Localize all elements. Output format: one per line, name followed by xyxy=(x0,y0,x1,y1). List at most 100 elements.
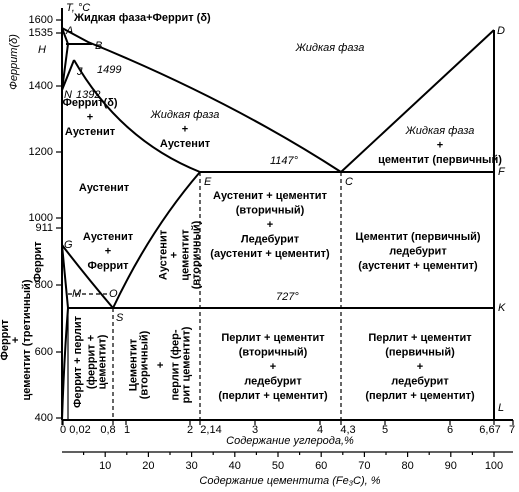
point-label: A xyxy=(65,25,73,37)
x2-tick-label: 60 xyxy=(315,460,327,472)
region-label: Феррит + перлит xyxy=(72,315,84,408)
region-text: + xyxy=(155,362,167,368)
region-text: + xyxy=(105,245,111,257)
region-label: Аустенит xyxy=(79,182,130,194)
temperature-label: 1392 xyxy=(76,89,100,101)
x-tick-label: 5 xyxy=(382,424,388,436)
region-text: Перлит + цементит xyxy=(221,332,325,344)
region-text: + xyxy=(437,139,443,151)
point-label: K xyxy=(498,302,506,314)
region-text: (вторичный) xyxy=(236,204,305,216)
region-label: Феррит(δ) + Аустенит xyxy=(62,97,117,138)
region-text: Феррит xyxy=(87,260,129,272)
x-tick-label: 0,8 xyxy=(100,424,115,436)
x2-tick-label: 20 xyxy=(142,460,154,472)
y-tick-label: 1600 xyxy=(29,14,53,26)
point-label: N xyxy=(64,89,72,101)
point-label: F xyxy=(498,166,506,178)
x-tick-label: 2 xyxy=(187,424,193,436)
x2-tick-label: 40 xyxy=(229,460,241,472)
point-label: D xyxy=(497,25,505,37)
point-label: G xyxy=(64,239,73,251)
point-label: L xyxy=(498,402,504,414)
x-tick-label: 0 xyxy=(60,424,66,436)
region-label: + xyxy=(155,362,167,368)
region-text: цементит (первичный) xyxy=(378,154,502,166)
region-text: цементит) xyxy=(96,334,108,389)
region-label: Феррит xyxy=(32,241,44,283)
region-text: Жидкая фаза+Феррит (δ) xyxy=(73,12,211,24)
region-text: + xyxy=(182,123,188,135)
region-text: (перлит + цементит) xyxy=(365,390,475,402)
y-tick-label: 800 xyxy=(35,279,53,291)
region-text: Ледебурит xyxy=(241,233,300,245)
region-text: Жидкая фаза xyxy=(150,109,220,121)
region-text: перлит (фер- xyxy=(169,329,181,400)
region-text: Жидкая фаза xyxy=(295,42,365,54)
region-text: + xyxy=(270,361,276,373)
region-text: цементит xyxy=(179,229,191,281)
region-label: Перлит + цементит (вторичный) + ледебурит (п… xyxy=(218,332,328,402)
region-text: + xyxy=(87,111,93,123)
region-text: Аустенит xyxy=(65,126,116,138)
region-text: Аустенит xyxy=(160,138,211,150)
x-tick-label: 1 xyxy=(124,424,130,436)
point-label: E xyxy=(204,176,212,188)
region-text: Перлит + цементит xyxy=(368,332,472,344)
region-label: Жидкая фаза + Аустенит xyxy=(150,109,220,150)
region-text: (перлит + цементит) xyxy=(218,390,328,402)
region-text: (аустенит + цементит) xyxy=(358,260,478,272)
point-label: M xyxy=(72,288,82,300)
region-label: Аустенит + Феррит xyxy=(83,231,134,272)
point-label: J xyxy=(76,66,83,78)
region-text: Цементит (первичный) xyxy=(355,231,480,243)
region-text: + xyxy=(417,361,423,373)
x-tick-label: 4 xyxy=(317,424,323,436)
region-text: (феррит + xyxy=(85,335,97,389)
region-text: ледебурит xyxy=(391,375,449,387)
region-text: рит цементит) xyxy=(180,326,192,403)
y-tick-label: 1535 xyxy=(29,27,53,39)
region-text: Аустенит + цементит xyxy=(213,190,328,202)
x-tick-label: 3 xyxy=(252,424,258,436)
region-label: Феррит + цементит (третичный) xyxy=(0,279,33,400)
region-text: (вторичный) xyxy=(239,346,308,358)
x2-tick-label: 100 xyxy=(485,460,503,472)
temperature-label: 727° xyxy=(276,291,299,303)
region-text: Феррит xyxy=(32,241,44,283)
point-label: B xyxy=(95,40,102,52)
point-label: H xyxy=(38,44,46,56)
point-label: S xyxy=(116,312,124,324)
region-text: (вторичный) xyxy=(138,330,150,399)
region-label: Аустенит + цементит (вторичный) xyxy=(157,220,202,289)
x2-tick-label: 70 xyxy=(358,460,370,472)
region-text: ледебурит xyxy=(389,245,447,257)
x-tick-label: 0,02 xyxy=(69,424,90,436)
y-axis-title: T, °C xyxy=(66,2,90,14)
x-tick-label: 2,14 xyxy=(200,424,221,436)
region-label: Жидкая фаза+Феррит (δ) xyxy=(73,12,211,24)
region-text: Феррит(δ) xyxy=(8,34,20,90)
region-text: (первичный) xyxy=(385,346,455,358)
y-tick-label: 1400 xyxy=(29,80,53,92)
region-text: Аустенит xyxy=(83,231,134,243)
y-tick-label: 400 xyxy=(35,412,53,424)
region-text: + xyxy=(10,337,22,343)
phase-lines xyxy=(61,27,495,421)
region-label: Цементит (первичный) ледебурит (аустенит +… xyxy=(355,231,480,272)
region-text: ледебурит xyxy=(244,375,302,387)
y-tick-label: 911 xyxy=(35,222,53,234)
region-text: Феррит xyxy=(0,319,11,361)
region-text: Жидкая фаза xyxy=(405,125,475,137)
region-text: + xyxy=(267,219,273,231)
y-tick-label: 1000 xyxy=(29,212,53,224)
x2-tick-label: 90 xyxy=(445,460,457,472)
x-tick-label: 6,67 xyxy=(479,424,500,436)
region-label: Жидкая фаза xyxy=(295,42,365,54)
region-label: Аустенит + цементит (вторичный) + Ледебурит… xyxy=(210,190,330,260)
x-tick-label: 6 xyxy=(447,424,453,436)
region-label: Цементит (вторичный) xyxy=(127,330,150,399)
region-label: (феррит + цементит) xyxy=(85,334,108,389)
temperature-label: 1499 xyxy=(97,64,121,76)
